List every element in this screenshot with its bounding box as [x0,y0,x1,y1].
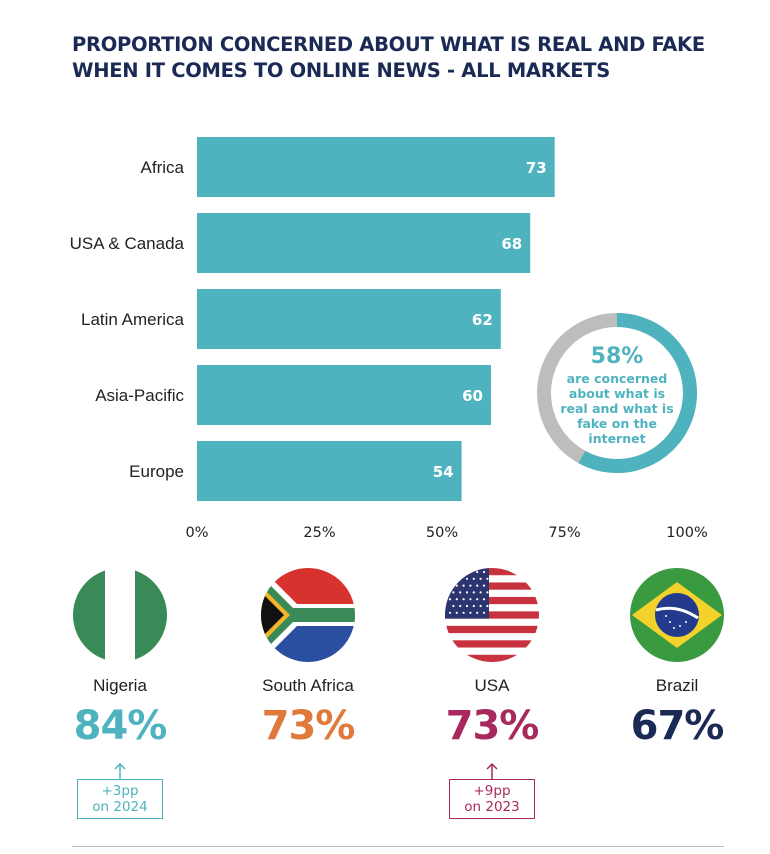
value-label: 73 [526,159,547,177]
donut-chart: 58% are concerned about what is real and… [537,313,697,473]
bar-usa-canada [197,213,531,273]
page-title: PROPORTION CONCERNED ABOUT WHAT IS REAL … [72,32,752,84]
bar-latin-america [197,289,501,349]
category-label: Africa [141,158,185,177]
value-label: 60 [462,387,483,405]
country-percentage: 73% [261,703,356,749]
donut-line-3: real and what is [560,401,673,416]
x-tick-label: 50% [426,525,458,541]
change-period: on 2024 [92,799,148,815]
change-period: on 2023 [464,799,520,815]
donut-headline: 58% [591,344,644,369]
country-name: Nigeria [93,676,147,695]
x-tick-label: 75% [548,525,580,541]
arrow-up-icon [114,762,126,780]
nigeria-change-badge: +3pp on 2024 [77,762,163,819]
country-usa: USA 73% [412,568,572,748]
country-name: South Africa [262,676,354,695]
arrow-up-icon [486,762,498,780]
x-tick-label: 25% [303,525,335,541]
country-percentage: 73% [445,703,540,749]
country-nigeria: Nigeria 84% [40,568,200,748]
donut-line-2: about what is [569,386,665,401]
country-brazil: Brazil 67% [597,568,757,748]
title-line-1: PROPORTION CONCERNED ABOUT WHAT IS REAL … [72,33,705,56]
country-south-africa: South Africa 73% [228,568,388,748]
bar-europe [197,441,462,501]
usa-flag-icon [445,568,539,662]
donut-arc [578,313,697,473]
bar-chart: Africa 73 USA & Canada 68 Latin America 62 Asi… [70,137,708,541]
bar-africa [197,137,555,197]
category-label: Europe [129,462,184,481]
title-line-2: WHEN IT COMES TO ONLINE NEWS - ALL MARKE… [72,59,611,82]
category-label: Asia-Pacific [95,386,184,405]
change-value: +9pp [473,783,511,799]
value-label: 68 [501,235,522,253]
value-label: 62 [472,311,493,329]
bar-asia-pacific [197,365,491,425]
bottom-divider [72,846,724,847]
country-name: Brazil [655,676,699,695]
change-value: +3pp [101,783,139,799]
donut-line-4: fake on the [577,416,657,431]
south-africa-flag-icon [261,568,355,662]
category-label: USA & Canada [70,234,185,253]
donut-line-5: internet [588,431,645,446]
nigeria-flag-icon [73,568,167,662]
category-label: Latin America [81,310,185,329]
country-name: USA [474,676,510,695]
country-percentage: 84% [73,703,168,749]
x-tick-label: 0% [185,525,208,541]
usa-change-badge: +9pp on 2023 [449,762,535,819]
brazil-flag-icon [630,568,724,662]
x-tick-label: 100% [666,525,707,541]
country-percentage: 67% [630,703,725,749]
donut-line-1: are concerned [567,371,668,386]
value-label: 54 [433,463,454,481]
